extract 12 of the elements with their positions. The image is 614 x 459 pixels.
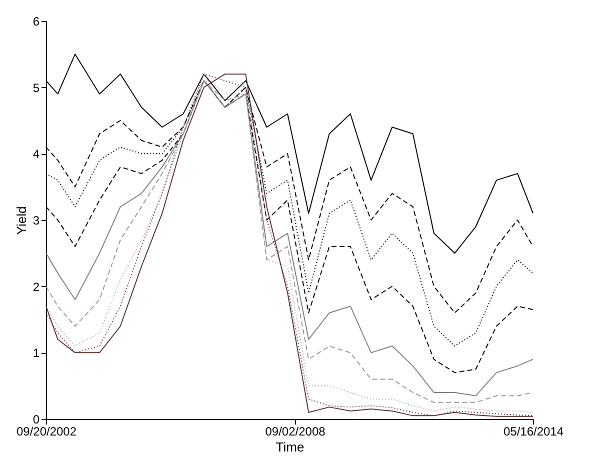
y-tick-label: 2: [32, 280, 40, 294]
x-tick-label: 05/16/2014: [503, 424, 564, 438]
x-tick-label: 09/02/2008: [265, 424, 326, 438]
y-tick-label: 5: [32, 80, 40, 95]
y-axis-title: Yield: [14, 206, 29, 235]
x-axis-title: Time: [276, 440, 304, 454]
y-tick-label: 0: [32, 412, 40, 426]
y-tick-label: 3: [32, 214, 40, 228]
x-tick-label: 09/20/2002: [16, 424, 77, 438]
y-tick-label: 1: [32, 346, 40, 360]
y-tick-label: 4: [32, 147, 40, 162]
y-tick-label: 6: [32, 14, 40, 28]
